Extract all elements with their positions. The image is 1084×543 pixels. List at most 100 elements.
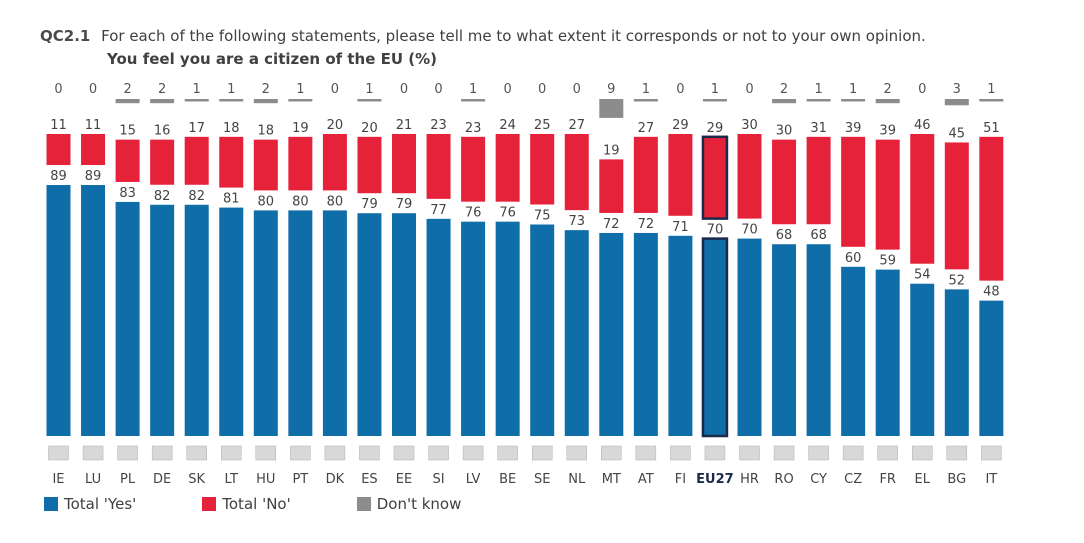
bar-no-nl <box>564 134 589 211</box>
legend-item-dk: Don't know <box>356 495 461 513</box>
label-yes-ee: 79 <box>396 197 413 212</box>
bar-yes-lu <box>81 185 106 436</box>
label-yes-si: 77 <box>430 203 447 218</box>
label-no-ro: 30 <box>776 124 793 139</box>
label-dk-at: 1 <box>642 82 650 97</box>
category-label-nl: NL <box>568 472 586 487</box>
label-yes-de: 82 <box>154 189 171 204</box>
category-label-sk: SK <box>188 472 205 487</box>
label-dk-lv: 1 <box>469 82 477 97</box>
flag-icon-bg <box>946 445 968 461</box>
flag-icon-fr <box>877 445 898 461</box>
label-yes-fi: 71 <box>672 220 689 235</box>
bar-no-at <box>633 136 658 213</box>
label-dk-eu27: 1 <box>711 82 719 97</box>
bar-no-sk <box>184 136 209 185</box>
bar-no-ro <box>772 139 797 225</box>
flag-icon-it <box>981 445 1002 461</box>
bar-no-dk <box>322 134 347 191</box>
category-label-mt: MT <box>602 472 621 487</box>
bar-dk-eu27 <box>702 99 727 102</box>
bar-dk-ro <box>772 99 797 104</box>
label-yes-nl: 73 <box>568 214 585 229</box>
bar-dk-lv <box>461 99 486 102</box>
legend-swatch-dk <box>356 497 371 511</box>
label-dk-pl: 2 <box>123 82 131 97</box>
label-yes-hu: 80 <box>258 194 275 209</box>
bar-yes-cz <box>841 266 866 436</box>
label-yes-hr: 70 <box>741 223 758 238</box>
label-dk-fr: 2 <box>884 82 892 97</box>
bar-yes-es <box>357 213 382 436</box>
bar-no-lt <box>219 136 244 188</box>
legend-swatch-yes <box>44 497 58 511</box>
label-yes-it: 48 <box>983 285 1000 300</box>
label-no-lu: 11 <box>85 118 102 133</box>
category-label-cy: CY <box>810 472 827 487</box>
bar-no-lu <box>81 134 106 166</box>
label-yes-mt: 72 <box>603 217 620 232</box>
bar-yes-se <box>530 224 555 436</box>
flag-icon-hr <box>739 445 760 461</box>
question-code: QC2.1 <box>40 27 91 45</box>
legend-label-no: Total 'No' <box>222 495 291 513</box>
label-no-it: 51 <box>983 121 1000 136</box>
bar-yes-ro <box>772 244 797 436</box>
bar-yes-pl <box>115 201 140 436</box>
bar-yes-sk <box>184 204 209 436</box>
flag-icon-eu27 <box>704 445 726 461</box>
bar-yes-ee <box>392 213 416 436</box>
label-yes-ie: 89 <box>50 169 67 184</box>
bar-dk-it <box>979 99 1004 102</box>
bar-no-ee <box>392 134 416 194</box>
bar-no-pt <box>288 136 313 191</box>
bar-yes-it <box>979 300 1004 436</box>
label-dk-be: 0 <box>504 82 512 97</box>
label-no-dk: 20 <box>327 118 344 133</box>
label-dk-es: 1 <box>365 82 373 97</box>
stacked-bar-chart: 08911IE08911LU28315PL28216DE18217SK18118… <box>46 82 1004 487</box>
flag-icon-dk <box>324 445 346 461</box>
bar-dk-hu <box>253 99 278 104</box>
bar-no-cz <box>841 136 866 247</box>
label-dk-nl: 0 <box>573 82 581 97</box>
legend-swatch-no <box>202 497 217 511</box>
category-label-lv: LV <box>466 472 481 487</box>
flag-icon-ro <box>773 445 795 461</box>
bar-yes-hr <box>737 238 762 436</box>
category-label-de: DE <box>153 472 171 487</box>
flag-icon-pl <box>117 445 138 461</box>
label-no-pl: 15 <box>119 124 136 139</box>
flag-icon-lu <box>82 445 104 461</box>
flag-icon-nl <box>566 445 587 461</box>
bar-yes-lt <box>219 207 244 436</box>
flag-icon-de <box>151 445 173 461</box>
label-dk-it: 1 <box>987 82 995 97</box>
label-dk-lu: 0 <box>89 82 97 97</box>
category-label-hr: HR <box>740 472 759 487</box>
bar-dk-pt <box>288 99 313 102</box>
bar-dk-sk <box>184 99 209 102</box>
bar-yes-mt <box>599 232 624 436</box>
bar-no-es <box>357 136 382 194</box>
label-dk-se: 0 <box>538 82 546 97</box>
bar-dk-bg <box>944 99 969 106</box>
label-yes-el: 54 <box>914 268 931 283</box>
label-no-hr: 30 <box>741 118 758 133</box>
chart-subtitle: You feel you are a citizen of the EU (%) <box>107 50 438 68</box>
bar-yes-si <box>426 218 451 436</box>
flag-icon-cz <box>842 445 864 461</box>
label-no-nl: 27 <box>568 118 585 133</box>
bar-no-de <box>150 139 175 185</box>
bar-dk-cz <box>841 99 866 102</box>
label-no-be: 24 <box>499 118 516 133</box>
label-yes-dk: 80 <box>327 194 344 209</box>
bar-no-fr <box>875 139 900 250</box>
bar-dk-mt <box>599 99 624 118</box>
bar-yes-el <box>910 283 935 436</box>
label-no-lt: 18 <box>223 121 240 136</box>
label-no-hu: 18 <box>258 124 275 139</box>
bar-yes-bg <box>944 289 969 436</box>
chart-title: QC2.1 For each of the following statemen… <box>40 26 926 47</box>
bar-yes-at <box>633 232 658 436</box>
